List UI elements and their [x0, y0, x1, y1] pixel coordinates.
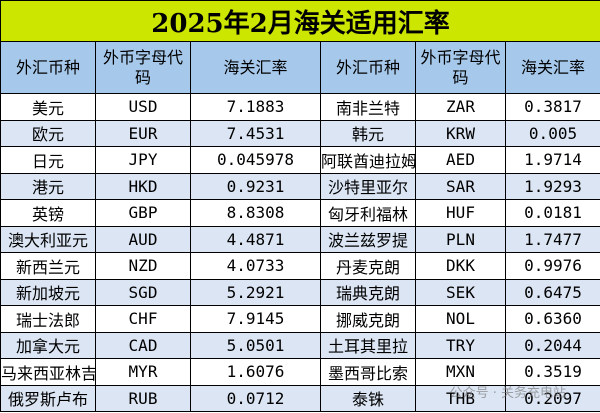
column-header: 外汇币种: [0, 41, 96, 94]
currency-name: 土耳其里拉: [320, 331, 416, 359]
currency-code: THB: [415, 384, 506, 412]
column-header: 海关汇率: [504, 41, 600, 94]
currency-name: 新西兰元: [0, 252, 96, 280]
currency-name: 瑞典克朗: [320, 278, 416, 306]
currency-code: SEK: [415, 278, 506, 306]
currency-name: 挪威克朗: [320, 305, 416, 333]
currency-code: MYR: [95, 358, 191, 386]
currency-code: NOL: [415, 305, 506, 333]
exchange-rate: 0.9976: [504, 252, 600, 280]
currency-code: SAR: [415, 172, 506, 200]
currency-code: NZD: [95, 252, 191, 280]
exchange-rate: 0.9231: [190, 172, 321, 200]
exchange-rate: 1.9293: [504, 172, 600, 200]
currency-name: 韩元: [320, 119, 416, 147]
table-row: 瑞士法郎 CHF 7.9145 挪威克朗 NOL 0.6360: [0, 305, 600, 333]
exchange-rate: 0.0181: [504, 199, 600, 227]
currency-name: 加拿大元: [0, 331, 96, 359]
currency-code: CHF: [95, 305, 191, 333]
currency-code: HUF: [415, 199, 506, 227]
currency-code: GBP: [95, 199, 191, 227]
currency-name: 波兰兹罗提: [320, 225, 416, 253]
exchange-rate: 7.9145: [190, 305, 321, 333]
currency-code: CAD: [95, 331, 191, 359]
currency-name: 日元: [0, 146, 96, 174]
currency-name: 匈牙利福林: [320, 199, 416, 227]
currency-name: 新加坡元: [0, 278, 96, 306]
column-header: 海关汇率: [190, 41, 321, 94]
currency-code: KRW: [415, 119, 506, 147]
exchange-rate: 0.2097: [504, 384, 600, 412]
exchange-rate: 0.2044: [504, 331, 600, 359]
table-row: 加拿大元 CAD 5.0501 土耳其里拉 TRY 0.2044: [0, 331, 600, 359]
currency-code: AED: [415, 146, 506, 174]
column-header: 外币字母代码: [95, 41, 191, 94]
currency-name: 马来西亚林吉特: [0, 358, 96, 386]
exchange-rate: 1.6076: [190, 358, 321, 386]
exchange-rate: 0.0712: [190, 384, 321, 412]
table-row: 新西兰元 NZD 4.0733 丹麦克朗 DKK 0.9976: [0, 252, 600, 280]
currency-name: 瑞士法郎: [0, 305, 96, 333]
currency-code: DKK: [415, 252, 506, 280]
exchange-rate: 0.045978: [190, 146, 321, 174]
currency-name: 丹麦克朗: [320, 252, 416, 280]
title-row: 2025年2月海关适用汇率: [0, 0, 600, 42]
currency-name: 泰铢: [320, 384, 416, 412]
currency-name: 港元: [0, 172, 96, 200]
currency-code: AUD: [95, 225, 191, 253]
table-row: 新加坡元 SGD 5.2921 瑞典克朗 SEK 0.6475: [0, 278, 600, 306]
currency-code: USD: [95, 93, 191, 121]
currency-code: PLN: [415, 225, 506, 253]
exchange-rate: 0.3817: [504, 93, 600, 121]
currency-name: 英镑: [0, 199, 96, 227]
exchange-rate: 4.0733: [190, 252, 321, 280]
currency-name: 澳大利亚元: [0, 225, 96, 253]
table-row: 欧元 EUR 7.4531 韩元 KRW 0.005: [0, 119, 600, 147]
currency-code: ZAR: [415, 93, 506, 121]
table-row: 俄罗斯卢布 RUB 0.0712 泰铢 THB 0.2097: [0, 384, 600, 412]
currency-code: HKD: [95, 172, 191, 200]
table-row: 澳大利亚元 AUD 4.4871 波兰兹罗提 PLN 1.7477: [0, 225, 600, 253]
currency-code: JPY: [95, 146, 191, 174]
exchange-rate: 5.0501: [190, 331, 321, 359]
exchange-rate: 5.2921: [190, 278, 321, 306]
exchange-rate: 0.6475: [504, 278, 600, 306]
exchange-rate: 1.9714: [504, 146, 600, 174]
currency-code: SGD: [95, 278, 191, 306]
exchange-rate: 1.7477: [504, 225, 600, 253]
exchange-rate: 0.3519: [504, 358, 600, 386]
currency-name: 欧元: [0, 119, 96, 147]
table-row: 日元 JPY 0.045978 阿联酋迪拉姆 AED 1.9714: [0, 146, 600, 174]
table-row: 英镑 GBP 8.8308 匈牙利福林 HUF 0.0181: [0, 199, 600, 227]
currency-name: 阿联酋迪拉姆: [320, 146, 416, 174]
currency-code: TRY: [415, 331, 506, 359]
watermark: 公众号 · 关务充电站: [449, 386, 566, 401]
currency-name: 南非兰特: [320, 93, 416, 121]
table-row: 港元 HKD 0.9231 沙特里亚尔 SAR 1.9293: [0, 172, 600, 200]
exchange-rate: 4.4871: [190, 225, 321, 253]
exchange-rate: 0.005: [504, 119, 600, 147]
currency-code: EUR: [95, 119, 191, 147]
currency-name: 俄罗斯卢布: [0, 384, 96, 412]
currency-code: RUB: [95, 384, 191, 412]
currency-name: 墨西哥比索: [320, 358, 416, 386]
title: 2025年2月海关适用汇率: [0, 0, 600, 42]
exchange-rate: 7.1883: [190, 93, 321, 121]
currency-name: 沙特里亚尔: [320, 172, 416, 200]
exchange-rate: 7.4531: [190, 119, 321, 147]
table-row: 美元 USD 7.1883 南非兰特 ZAR 0.3817: [0, 93, 600, 121]
exchange-rate: 0.6360: [504, 305, 600, 333]
header-row: 外汇币种 外币字母代码 海关汇率 外汇币种 外币字母代码 海关汇率: [0, 41, 600, 94]
column-header: 外币字母代码: [415, 41, 506, 94]
currency-name: 美元: [0, 93, 96, 121]
column-header: 外汇币种: [320, 41, 416, 94]
exchange-rate: 8.8308: [190, 199, 321, 227]
